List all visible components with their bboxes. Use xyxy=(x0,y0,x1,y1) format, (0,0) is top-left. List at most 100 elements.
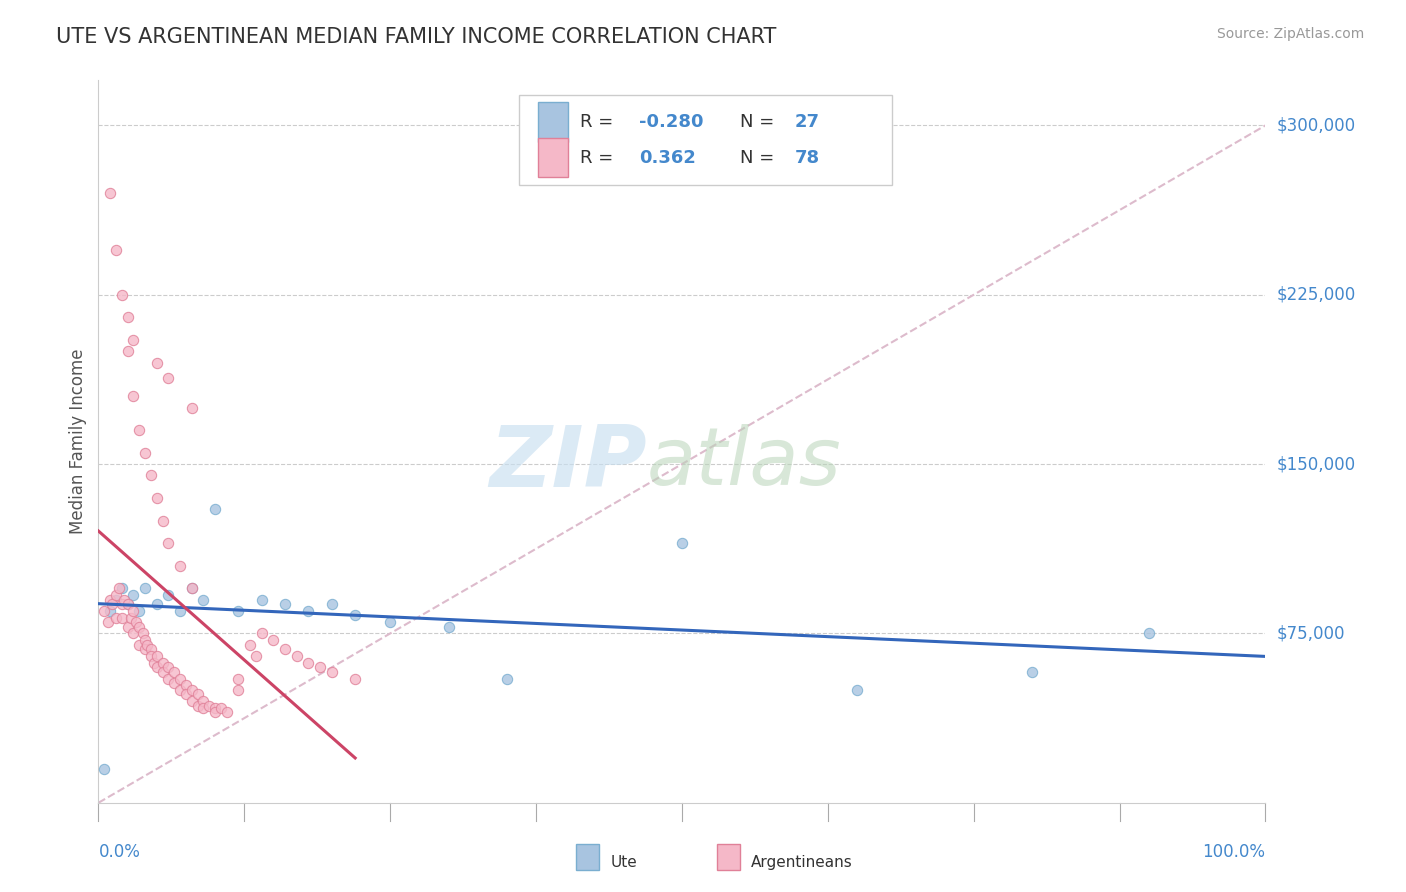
Point xyxy=(321,665,343,679)
Point xyxy=(122,588,145,602)
Point xyxy=(250,626,273,640)
Text: R =: R = xyxy=(581,113,620,131)
Text: Source: ZipAtlas.com: Source: ZipAtlas.com xyxy=(1216,27,1364,41)
Text: Ute: Ute xyxy=(610,855,637,870)
Text: $300,000: $300,000 xyxy=(1277,117,1355,135)
Point xyxy=(104,243,127,257)
Point xyxy=(117,597,139,611)
Point xyxy=(204,701,226,715)
Point xyxy=(169,672,191,686)
Text: R =: R = xyxy=(581,149,620,167)
Point xyxy=(380,615,402,630)
Point xyxy=(262,633,284,648)
Point xyxy=(274,642,297,657)
Text: 27: 27 xyxy=(796,113,820,131)
Point xyxy=(193,694,215,708)
Text: 0.0%: 0.0% xyxy=(98,843,141,861)
Point xyxy=(163,665,186,679)
Text: 78: 78 xyxy=(796,149,820,167)
Point xyxy=(122,604,145,618)
Point xyxy=(180,582,202,596)
Point xyxy=(146,660,169,674)
Point xyxy=(139,648,162,663)
Point xyxy=(134,642,156,657)
Point xyxy=(309,660,332,674)
Text: N =: N = xyxy=(741,113,780,131)
Point xyxy=(152,656,174,670)
Point xyxy=(101,597,124,611)
Point xyxy=(204,502,226,516)
Point xyxy=(163,676,186,690)
Text: ZIP: ZIP xyxy=(489,422,647,505)
Point xyxy=(239,638,262,652)
Point xyxy=(228,604,250,618)
Point xyxy=(274,597,297,611)
Text: UTE VS ARGENTINEAN MEDIAN FAMILY INCOME CORRELATION CHART: UTE VS ARGENTINEAN MEDIAN FAMILY INCOME … xyxy=(56,27,776,46)
Point xyxy=(228,672,250,686)
Point xyxy=(157,371,180,385)
Point xyxy=(104,588,127,602)
FancyBboxPatch shape xyxy=(519,95,891,185)
Point xyxy=(152,514,174,528)
Point xyxy=(187,698,209,713)
Point xyxy=(297,604,319,618)
Point xyxy=(437,620,460,634)
Point xyxy=(209,701,232,715)
Point xyxy=(146,491,169,505)
Point xyxy=(146,355,169,369)
Point xyxy=(98,604,121,618)
Point xyxy=(128,620,150,634)
Point xyxy=(122,389,145,403)
Point xyxy=(134,582,156,596)
Point xyxy=(128,604,150,618)
Text: Argentineans: Argentineans xyxy=(751,855,852,870)
Text: 100.0%: 100.0% xyxy=(1202,843,1265,861)
Point xyxy=(139,642,162,657)
Point xyxy=(132,626,155,640)
Text: -0.280: -0.280 xyxy=(638,113,703,131)
Point xyxy=(128,423,150,437)
Point xyxy=(117,344,139,359)
Point xyxy=(180,401,202,415)
Point xyxy=(97,615,120,630)
Text: $225,000: $225,000 xyxy=(1277,285,1355,304)
Point xyxy=(198,698,221,713)
Point xyxy=(112,592,135,607)
Point xyxy=(157,660,180,674)
Text: N =: N = xyxy=(741,149,780,167)
Point xyxy=(139,468,162,483)
Point xyxy=(152,665,174,679)
Point xyxy=(215,706,238,720)
Point xyxy=(204,706,226,720)
Point xyxy=(98,592,121,607)
Point xyxy=(169,604,191,618)
Point xyxy=(98,186,121,201)
Point xyxy=(146,597,169,611)
Point xyxy=(117,310,139,325)
Point xyxy=(180,682,202,697)
Point xyxy=(111,597,134,611)
FancyBboxPatch shape xyxy=(538,137,568,178)
Point xyxy=(111,287,134,301)
Point xyxy=(228,682,250,697)
FancyBboxPatch shape xyxy=(538,103,568,142)
Point xyxy=(93,604,115,618)
Point xyxy=(297,656,319,670)
Point xyxy=(250,592,273,607)
Point xyxy=(120,610,142,624)
Point xyxy=(108,582,131,596)
Point xyxy=(111,582,134,596)
Point xyxy=(122,333,145,347)
Point xyxy=(174,687,197,701)
Point xyxy=(134,633,156,648)
Point xyxy=(157,588,180,602)
Point xyxy=(128,638,150,652)
Point xyxy=(104,610,127,624)
Point xyxy=(193,701,215,715)
Point xyxy=(117,597,139,611)
Point xyxy=(1137,626,1160,640)
Point xyxy=(846,682,869,697)
Point xyxy=(193,592,215,607)
Point xyxy=(496,672,519,686)
Point xyxy=(285,648,308,663)
